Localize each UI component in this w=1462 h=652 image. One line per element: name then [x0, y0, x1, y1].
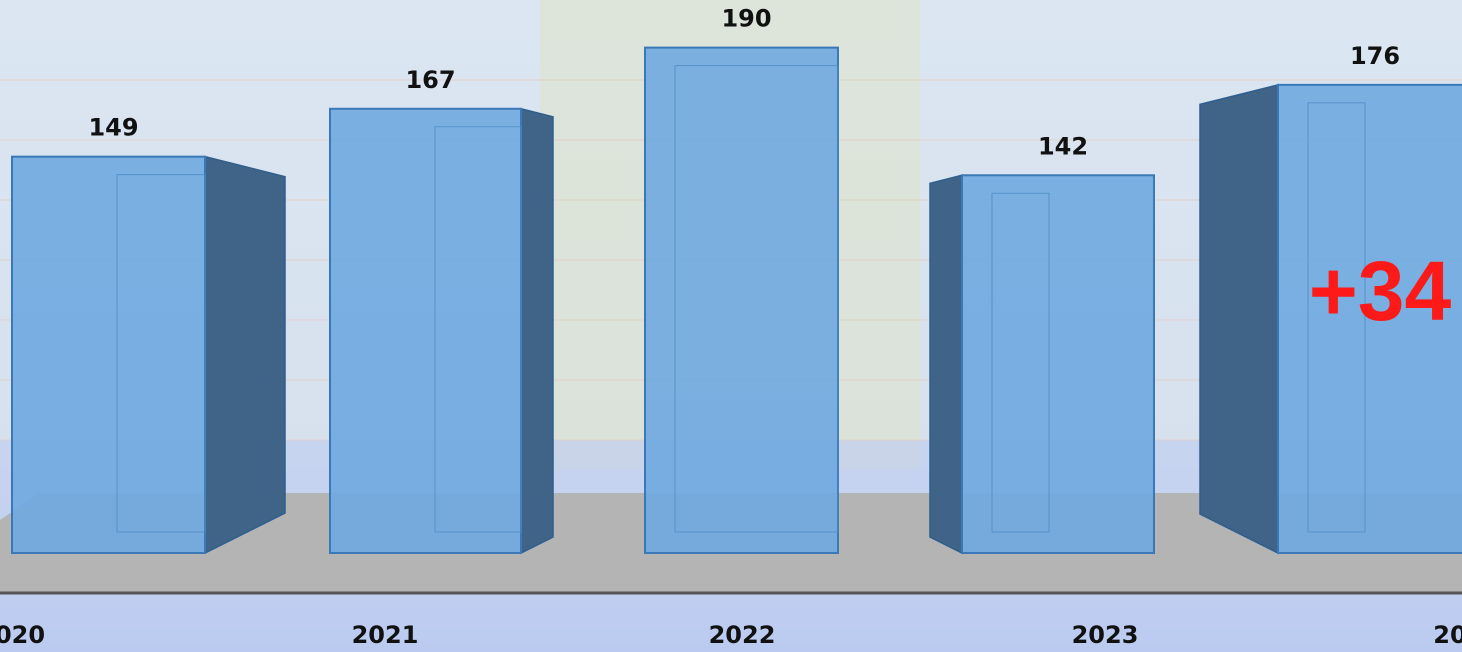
- bar-inner-edge: [1307, 102, 1366, 533]
- value-label: 176: [1350, 42, 1400, 70]
- x-tick-label: 020: [0, 621, 45, 649]
- x-tick-label: 2022: [709, 621, 776, 649]
- value-label: 149: [88, 114, 138, 142]
- bar-side: [520, 107, 554, 555]
- x-tick-label: 2021: [352, 621, 419, 649]
- bar-side: [204, 155, 286, 555]
- value-label: 142: [1038, 132, 1088, 160]
- x-tick-label: 20: [1433, 621, 1462, 649]
- bar-side: [929, 174, 963, 555]
- bar-inner-edge: [991, 192, 1050, 533]
- bar: [11, 155, 206, 554]
- bar: [644, 46, 839, 554]
- bar: [961, 174, 1155, 554]
- annotation: +34: [1309, 244, 1452, 338]
- bar-side: [1199, 83, 1279, 555]
- x-tick-label: 2023: [1072, 621, 1139, 649]
- value-label: 167: [405, 66, 455, 94]
- bar-inner-edge: [116, 174, 206, 533]
- value-label: 190: [721, 5, 771, 33]
- bar: [1277, 83, 1462, 554]
- bar-inner-edge: [674, 65, 839, 533]
- bar-inner-edge: [434, 126, 522, 533]
- bar: [329, 107, 522, 554]
